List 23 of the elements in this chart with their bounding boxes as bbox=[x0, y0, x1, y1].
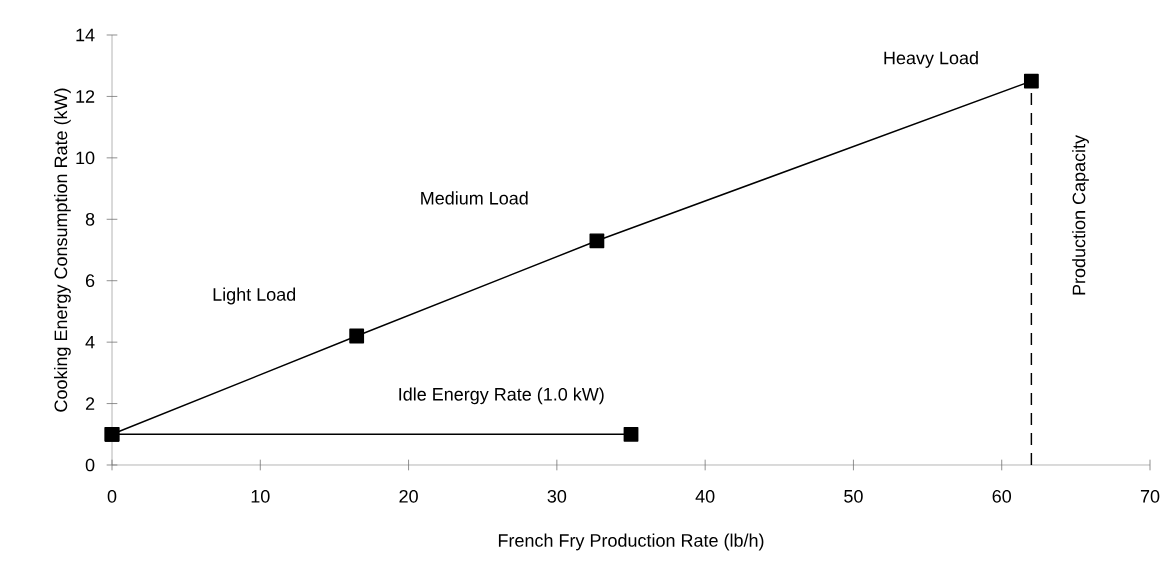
x-tick-label: 60 bbox=[992, 489, 1012, 503]
x-tick-label: 10 bbox=[251, 489, 270, 503]
x-tick-label: 30 bbox=[547, 489, 567, 503]
y-tick-label: 4 bbox=[85, 335, 95, 349]
annotation: Light Load bbox=[213, 287, 296, 305]
y-tick-label: 6 bbox=[85, 274, 95, 288]
x-tick-label: 0 bbox=[107, 489, 117, 503]
y-tick-label: 12 bbox=[76, 90, 95, 103]
x-tick-label: 70 bbox=[1140, 489, 1160, 503]
x-axis-title: French Fry Production Rate (lb/h) bbox=[498, 533, 764, 551]
annotation: Medium Load bbox=[421, 191, 528, 205]
y-axis-title: Cooking Energy Consumption Rate (kW) bbox=[54, 88, 71, 412]
x-tick-label: 40 bbox=[695, 489, 715, 503]
y-tick-label: 2 bbox=[85, 397, 95, 410]
series-label: Idle Energy Rate (1.0 kW) bbox=[399, 387, 604, 405]
x-tick-label: 20 bbox=[399, 489, 418, 503]
y-tick-label: 8 bbox=[85, 212, 95, 226]
x-tick-label: 50 bbox=[844, 489, 863, 503]
y-tick-label: 10 bbox=[76, 151, 95, 165]
text: Production Capacity bbox=[1072, 134, 1089, 295]
y-tick-label: 0 bbox=[85, 458, 95, 472]
annotation: Heavy Load bbox=[884, 51, 978, 68]
y-tick-label: 14 bbox=[76, 28, 95, 42]
